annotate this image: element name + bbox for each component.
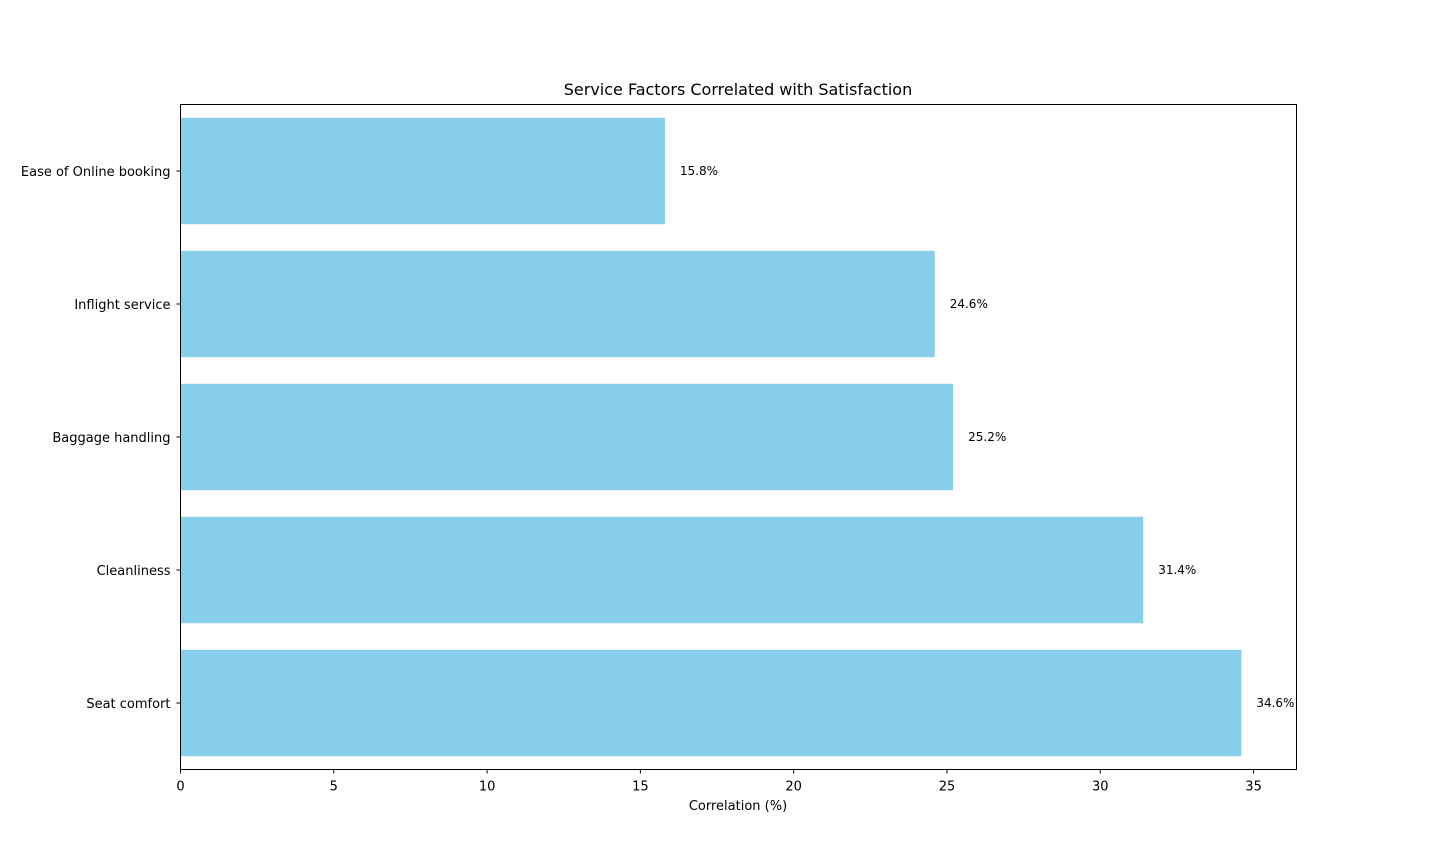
x-tick-label: 10: [479, 780, 496, 795]
chart-title: Service Factors Correlated with Satisfac…: [564, 80, 912, 99]
data-label: 31.4%: [1158, 563, 1196, 577]
y-tick-label: Cleanliness: [97, 564, 171, 579]
y-tick-label: Baggage handling: [52, 431, 170, 446]
x-tick-label: 5: [330, 780, 338, 795]
data-label: 15.8%: [680, 164, 718, 178]
bar-inflight-service: [180, 250, 935, 358]
data-label: 25.2%: [968, 430, 1006, 444]
y-tick-label: Seat comfort: [86, 697, 170, 712]
x-tick-label: 15: [632, 780, 649, 795]
x-tick-label: 25: [939, 780, 956, 795]
data-label: 24.6%: [950, 297, 988, 311]
y-tick-label: Inflight service: [74, 298, 170, 313]
x-axis-ticks: 0 5 10 15 20 25 30 35: [176, 769, 1262, 795]
data-labels-group: 15.8% 24.6% 25.2% 31.4% 34.6%: [680, 164, 1295, 710]
x-axis-label: Correlation (%): [689, 799, 787, 814]
data-label: 34.6%: [1256, 696, 1294, 710]
x-tick-label: 0: [176, 780, 184, 795]
bar-cleanliness: [180, 516, 1144, 624]
x-tick-label: 20: [785, 780, 802, 795]
x-tick-label: 35: [1245, 780, 1262, 795]
y-axis-ticks: Ease of Online booking Inflight service Ba…: [21, 165, 181, 712]
bars-group: [180, 117, 1242, 757]
x-tick-label: 30: [1092, 780, 1109, 795]
bar-ease-of-online-booking: [180, 117, 665, 225]
y-tick-label: Ease of Online booking: [21, 165, 171, 180]
bar-seat-comfort: [180, 649, 1242, 757]
bar-baggage-handling: [180, 383, 954, 491]
